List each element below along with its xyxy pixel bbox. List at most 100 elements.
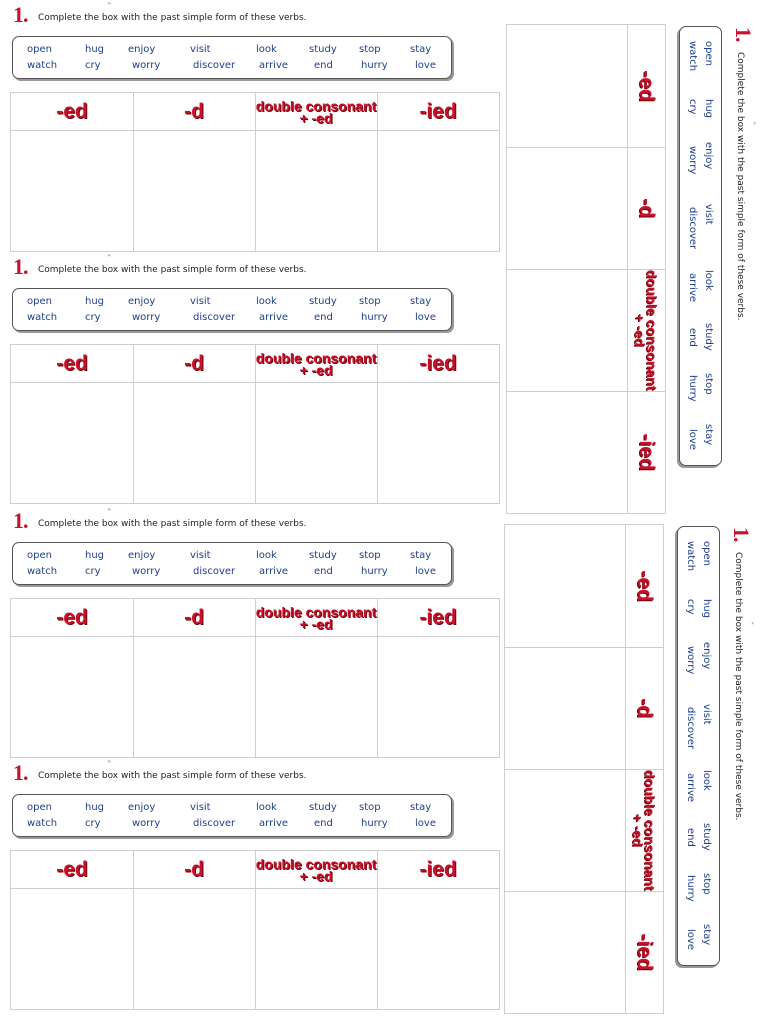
verb: worry bbox=[132, 60, 161, 71]
column-header-double-consonant: double consonant + -ed bbox=[628, 269, 665, 391]
verb: cry bbox=[687, 99, 698, 115]
verb: worry bbox=[687, 146, 698, 175]
column-header-ied: -ied bbox=[633, 933, 657, 971]
column-header-double-consonant-line1: double consonant bbox=[255, 97, 377, 114]
column-header-ed: -ed bbox=[633, 570, 657, 602]
verb: hug bbox=[85, 44, 105, 55]
verb: watch bbox=[27, 818, 58, 829]
verb: open bbox=[703, 41, 714, 66]
verb: study bbox=[309, 44, 337, 55]
verb: watch bbox=[687, 41, 698, 72]
verb: look bbox=[703, 270, 714, 291]
verb: end bbox=[314, 312, 333, 323]
verb: end bbox=[685, 828, 696, 847]
verb: hurry bbox=[685, 875, 696, 902]
exercise-number: 1. bbox=[13, 254, 28, 279]
column-header-double-consonant: double consonant + -ed bbox=[255, 93, 377, 130]
column-header-ed: -ed bbox=[56, 351, 88, 375]
exercise-number: 1. bbox=[13, 760, 28, 785]
worksheet: 1. " Complete the box with the past simp… bbox=[0, 252, 500, 504]
verb: worry bbox=[685, 646, 696, 675]
instruction-text: Complete the box with the past simple fo… bbox=[38, 13, 307, 23]
column-header-ied: -ied bbox=[635, 433, 659, 471]
verb: hurry bbox=[361, 566, 388, 577]
column-header-d: -d bbox=[633, 698, 657, 718]
column-header-double-consonant-line1: double consonant bbox=[255, 603, 377, 620]
column-header-double-consonant-line1: double consonant bbox=[642, 769, 659, 891]
verb: look bbox=[256, 550, 277, 561]
verb: end bbox=[314, 566, 333, 577]
verb: hurry bbox=[361, 312, 388, 323]
worksheet: 1. " Complete the box with the past simp… bbox=[0, 506, 500, 758]
verb: stay bbox=[701, 924, 712, 946]
verb: arrive bbox=[259, 818, 289, 829]
column-header-double-consonant-line2: + -ed bbox=[299, 109, 333, 126]
column-header-double-consonant-line2: + -ed bbox=[299, 867, 333, 884]
verb: watch bbox=[27, 60, 58, 71]
verb-box: open hug enjoy visit look study stop sta… bbox=[12, 542, 452, 585]
column-header-d: -d bbox=[184, 351, 204, 375]
verb: open bbox=[27, 296, 52, 307]
verb: look bbox=[256, 802, 277, 813]
instruction-text: Complete the box with the past simple fo… bbox=[38, 265, 307, 275]
verb: love bbox=[415, 566, 436, 577]
verb: discover bbox=[193, 818, 236, 829]
verb: stay bbox=[410, 296, 432, 307]
verb: hurry bbox=[687, 375, 698, 402]
verb: cry bbox=[85, 566, 101, 577]
column-header-double-consonant-line1: double consonant bbox=[644, 269, 661, 391]
verb: stop bbox=[359, 802, 381, 813]
verb: stop bbox=[359, 44, 381, 55]
verb: arrive bbox=[259, 312, 289, 323]
verb: love bbox=[415, 818, 436, 829]
verb-box: open hug enjoy visit look study stop sta… bbox=[677, 526, 720, 966]
verb: visit bbox=[703, 204, 714, 225]
worksheet: 1. " Complete the box with the past simp… bbox=[506, 14, 758, 514]
verb: worry bbox=[132, 818, 161, 829]
verb: stay bbox=[410, 802, 432, 813]
column-header-ed: -ed bbox=[56, 857, 88, 881]
verb: hug bbox=[85, 802, 105, 813]
verb: stay bbox=[410, 550, 432, 561]
column-header-double-consonant-line1: double consonant bbox=[255, 855, 377, 872]
worksheet: 1. " Complete the box with the past simp… bbox=[0, 758, 500, 1010]
verb: open bbox=[701, 541, 712, 566]
column-header-double-consonant: double consonant + -ed bbox=[255, 851, 377, 888]
verb: stay bbox=[703, 424, 714, 446]
verb-box: open hug enjoy visit look study stop sta… bbox=[679, 26, 722, 466]
answer-table: -ed -d double consonant + -ed -ied bbox=[10, 598, 500, 758]
verb: hug bbox=[703, 99, 714, 119]
instruction-text: Complete the box with the past simple fo… bbox=[38, 519, 307, 529]
verb: cry bbox=[85, 818, 101, 829]
verb: enjoy bbox=[128, 802, 156, 813]
verb: hurry bbox=[361, 818, 388, 829]
verb: arrive bbox=[259, 60, 289, 71]
answer-table: -ed -d double consonant + -ed -ied bbox=[506, 24, 666, 514]
instruction-text: Complete the box with the past simple fo… bbox=[733, 552, 743, 821]
verb: love bbox=[685, 929, 696, 950]
verb: watch bbox=[27, 312, 58, 323]
verb: discover bbox=[193, 312, 236, 323]
column-header-double-consonant-line2: + -ed bbox=[299, 615, 333, 632]
verb: study bbox=[309, 550, 337, 561]
verb: arrive bbox=[685, 773, 696, 803]
column-header-double-consonant: double consonant + -ed bbox=[626, 769, 663, 891]
column-header-ed: -ed bbox=[56, 99, 88, 123]
instruction-text: Complete the box with the past simple fo… bbox=[735, 52, 745, 321]
column-header-ed: -ed bbox=[56, 605, 88, 629]
column-header-ed: -ed bbox=[635, 70, 659, 102]
column-header-double-consonant: double consonant + -ed bbox=[255, 345, 377, 382]
column-header-double-consonant-line2: + -ed bbox=[299, 361, 333, 378]
column-header-ied: -ied bbox=[419, 605, 457, 629]
column-header-double-consonant: double consonant + -ed bbox=[255, 599, 377, 636]
column-header-d: -d bbox=[184, 605, 204, 629]
verb: end bbox=[314, 60, 333, 71]
verb: watch bbox=[27, 566, 58, 577]
verb: study bbox=[701, 823, 712, 851]
verb: end bbox=[314, 818, 333, 829]
verb-box: open hug enjoy visit look study stop sta… bbox=[12, 794, 452, 837]
verb: enjoy bbox=[128, 550, 156, 561]
verb: love bbox=[415, 60, 436, 71]
verb: visit bbox=[190, 802, 211, 813]
verb: arrive bbox=[259, 566, 289, 577]
